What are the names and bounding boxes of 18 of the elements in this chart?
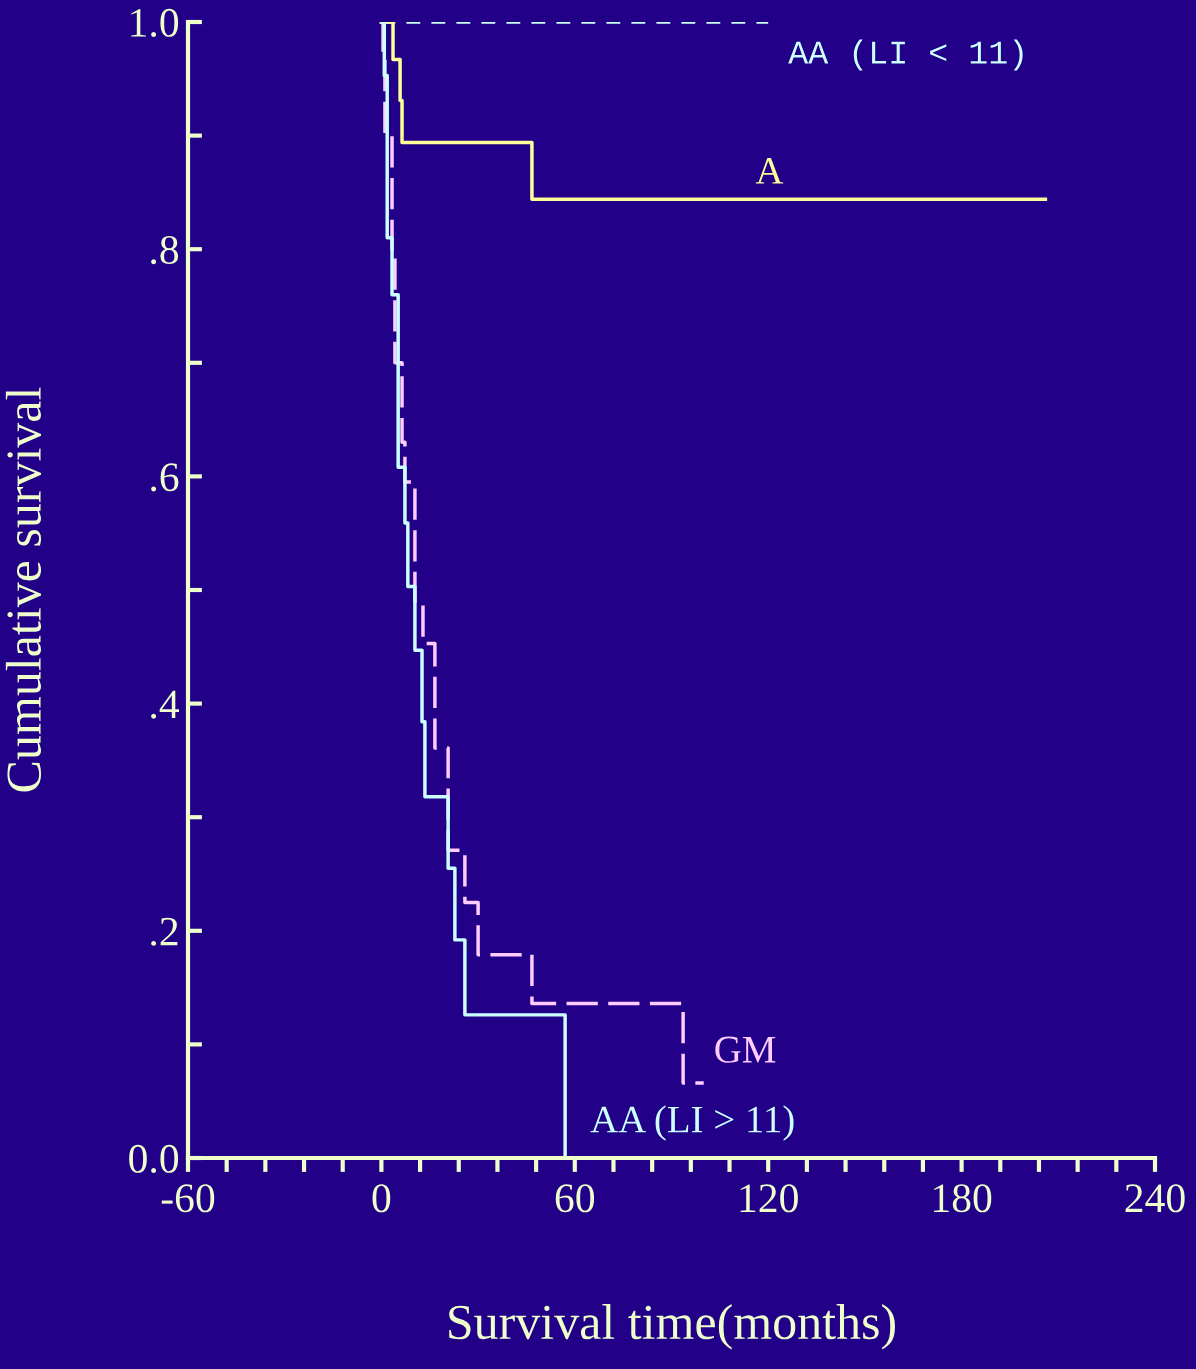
x-tick-label: 60	[555, 1184, 595, 1213]
y-tick-label: 0.0	[129, 1144, 179, 1174]
y-tick-label: .6	[151, 463, 179, 492]
x-tick-label: 0	[372, 1184, 391, 1213]
series-label: AA (LI > 11)	[590, 1105, 794, 1141]
y-axis-title: Cumulative survival	[5, 387, 42, 792]
series-label: A	[755, 157, 784, 184]
x-tick-label: 240	[1125, 1184, 1185, 1213]
x-axis-title: Survival time(months)	[449, 1304, 895, 1350]
y-tick-label: .2	[151, 917, 178, 946]
series-label: GM	[715, 1036, 776, 1063]
x-tick-label: -60	[161, 1184, 215, 1213]
x-tick-label: 120	[740, 1184, 798, 1213]
y-tick-label: .8	[151, 235, 179, 265]
y-tick-label: 1.0	[131, 8, 179, 38]
y-tick-label: .4	[151, 690, 180, 719]
series-label: AA (LI < 11)	[788, 39, 1023, 71]
x-tick-label: 180	[934, 1184, 992, 1213]
